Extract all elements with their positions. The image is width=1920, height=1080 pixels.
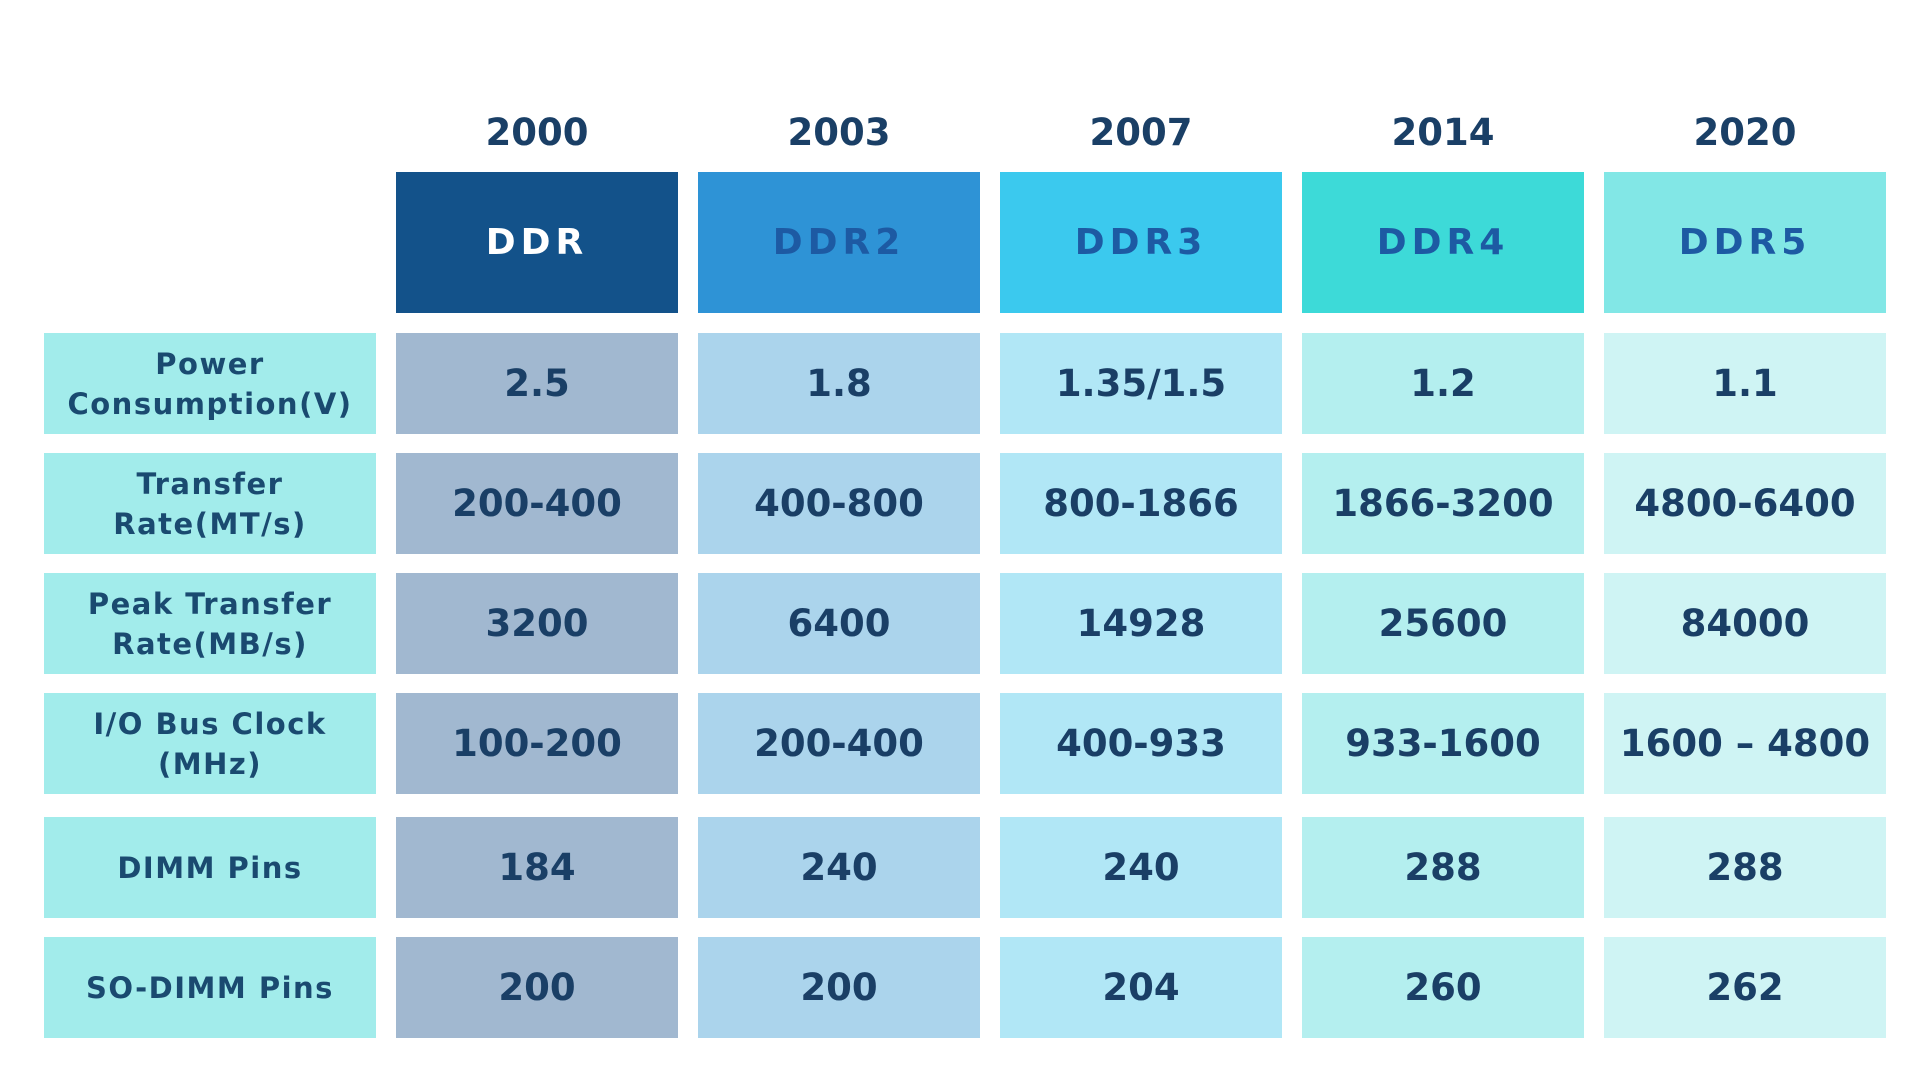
table-cell: 800-1866 [1000, 453, 1282, 554]
year-header-ddr3: 2007 [1089, 111, 1193, 154]
table-cell: 240 [698, 817, 980, 918]
table-cell: 200-400 [396, 453, 678, 554]
table-cell: 262 [1604, 937, 1886, 1038]
table-cell: 400-933 [1000, 693, 1282, 794]
table-cell: 933-1600 [1302, 693, 1584, 794]
table-cell: 3200 [396, 573, 678, 674]
row-label-transfer-rate: Transfer Rate(MT/s) [44, 453, 376, 554]
row-label-peak-transfer-rate: Peak Transfer Rate(MB/s) [44, 573, 376, 674]
year-header-ddr2: 2003 [787, 111, 891, 154]
table-cell: 400-800 [698, 453, 980, 554]
table-cell: 1.35/1.5 [1000, 333, 1282, 434]
table-cell: 288 [1302, 817, 1584, 918]
table-cell: 1.1 [1604, 333, 1886, 434]
table-cell: 184 [396, 817, 678, 918]
table-cell: 260 [1302, 937, 1584, 1038]
table-cell: 4800-6400 [1604, 453, 1886, 554]
generation-header-ddr: DDR [396, 172, 678, 313]
table-cell: 1.2 [1302, 333, 1584, 434]
table-cell: 84000 [1604, 573, 1886, 674]
generation-header-ddr5: DDR5 [1604, 172, 1886, 313]
year-header-ddr: 2000 [485, 111, 589, 154]
table-cell: 200 [396, 937, 678, 1038]
table-cell: 200 [698, 937, 980, 1038]
table-cell: 100-200 [396, 693, 678, 794]
table-cell: 1.8 [698, 333, 980, 434]
table-cell: 2.5 [396, 333, 678, 434]
table-cell: 240 [1000, 817, 1282, 918]
year-header-ddr5: 2020 [1693, 111, 1797, 154]
row-label-io-bus-clock: I/O Bus Clock (MHz) [44, 693, 376, 794]
table-cell: 1600 – 4800 [1604, 693, 1886, 794]
generation-header-ddr4: DDR4 [1302, 172, 1584, 313]
table-cell: 1866-3200 [1302, 453, 1584, 554]
row-label-dimm-pins: DIMM Pins [44, 817, 376, 918]
table-cell: 25600 [1302, 573, 1584, 674]
row-label-so-dimm-pins: SO-DIMM Pins [44, 937, 376, 1038]
table-cell: 200-400 [698, 693, 980, 794]
table-cell: 6400 [698, 573, 980, 674]
table-cell: 204 [1000, 937, 1282, 1038]
table-cell: 288 [1604, 817, 1886, 918]
year-header-ddr4: 2014 [1391, 111, 1495, 154]
generation-header-ddr2: DDR2 [698, 172, 980, 313]
row-label-power-consumption: Power Consumption(V) [44, 333, 376, 434]
table-cell: 14928 [1000, 573, 1282, 674]
generation-header-ddr3: DDR3 [1000, 172, 1282, 313]
